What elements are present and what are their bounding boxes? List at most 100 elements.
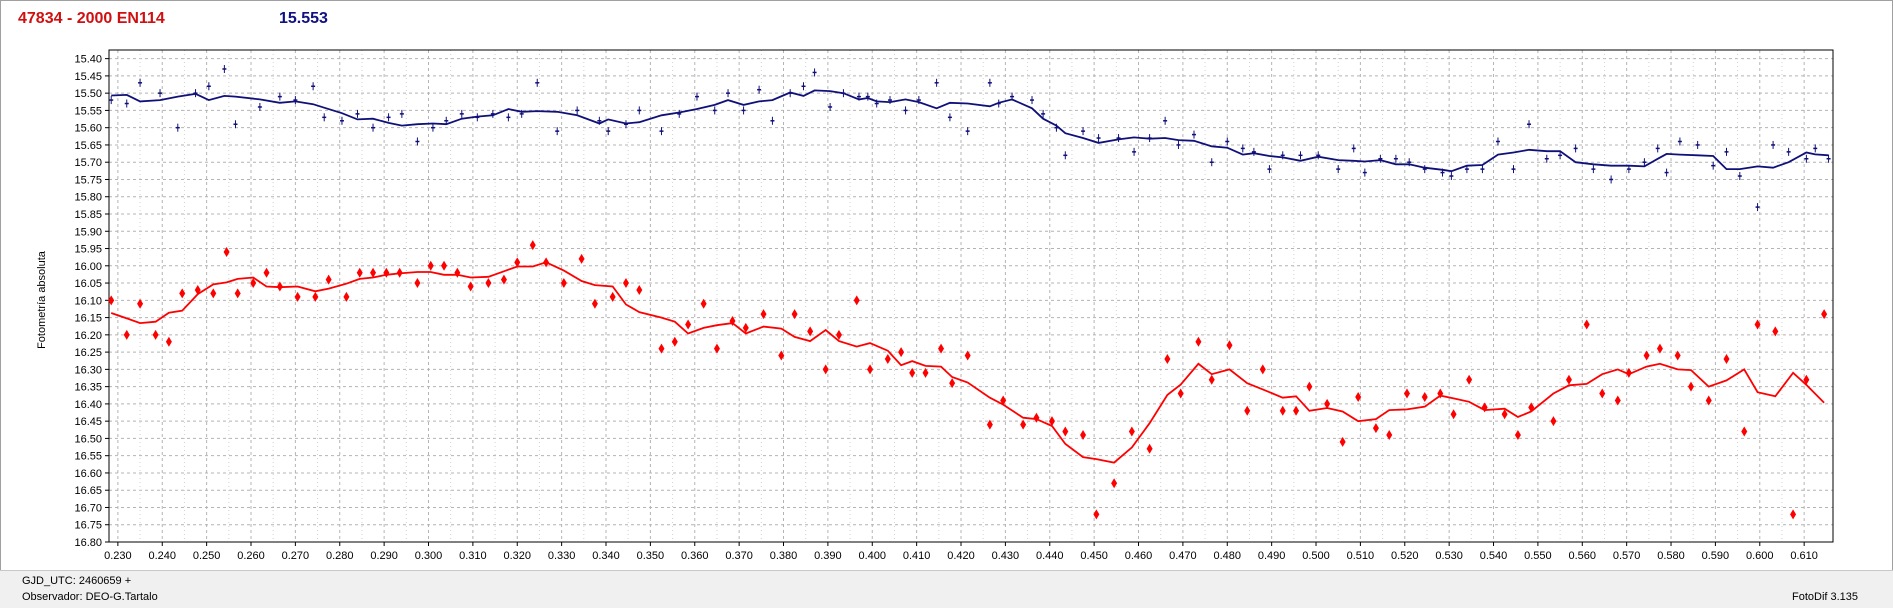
series-1-point <box>1450 409 1457 420</box>
series-1-point <box>500 274 507 285</box>
series-1-point <box>1421 391 1428 402</box>
series-1-point <box>658 343 665 354</box>
series-1-point <box>137 298 144 309</box>
series-1-point <box>454 267 461 278</box>
series-1-point <box>1687 381 1694 392</box>
x-tick-label: 0.520 <box>1391 550 1419 560</box>
series-0-point <box>1191 130 1196 139</box>
series-0-point <box>770 116 775 125</box>
series-1-point <box>1614 395 1621 406</box>
y-tick-label: 16.65 <box>74 485 102 497</box>
series-0-point <box>1544 154 1549 163</box>
x-tick-label: 0.330 <box>548 550 576 560</box>
series-1-point <box>949 378 956 389</box>
series-0-point <box>1063 151 1068 160</box>
series-0-point <box>399 109 404 118</box>
series-1-point <box>1244 405 1251 416</box>
series-1-point <box>1339 436 1346 447</box>
series-1-point <box>276 281 283 292</box>
series-0-point <box>965 127 970 136</box>
series-1-point <box>1754 319 1761 330</box>
series-1-point <box>514 257 521 268</box>
x-tick-label: 0.320 <box>503 550 531 560</box>
series-0-point <box>257 102 262 111</box>
series-0-point <box>712 106 717 115</box>
plot-area <box>109 50 1833 542</box>
series-0-point <box>459 109 464 118</box>
y-tick-label: 16.75 <box>74 520 102 532</box>
series-0-point <box>623 120 628 129</box>
series-0-point <box>934 78 939 87</box>
series-1-point <box>591 298 598 309</box>
plot-border <box>108 49 1834 543</box>
series-1-point <box>312 291 319 302</box>
x-tick-label: 0.510 <box>1347 550 1375 560</box>
series-0-trend-line <box>111 89 1829 173</box>
series-0-point <box>1440 168 1445 177</box>
series-1-point <box>1674 350 1681 361</box>
series-0-point <box>555 127 560 136</box>
series-1-point <box>578 253 585 264</box>
series-0-point <box>1393 154 1398 163</box>
series-1-point <box>778 350 785 361</box>
series-0-point <box>741 106 746 115</box>
series-1-point <box>1705 395 1712 406</box>
series-0-point <box>1081 127 1086 136</box>
series-0-point <box>1724 147 1729 156</box>
series-1-point <box>179 288 186 299</box>
series-0-point <box>1147 134 1152 143</box>
series-1-point <box>867 364 874 375</box>
series-0-point <box>1480 165 1485 174</box>
series-0-point <box>1280 151 1285 160</box>
y-tick-label: 16.80 <box>74 537 102 549</box>
series-1-point <box>609 291 616 302</box>
series-1-point <box>938 343 945 354</box>
series-0-point <box>726 89 731 98</box>
y-tick-label: 15.55 <box>74 105 102 117</box>
series-0-point <box>637 106 642 115</box>
series-0-point <box>1711 161 1716 170</box>
series-1-point <box>1146 443 1153 454</box>
y-tick-label: 15.50 <box>74 88 102 100</box>
series-1-point <box>1741 426 1748 437</box>
y-tick-label: 15.95 <box>74 244 102 256</box>
series-0-point <box>1251 147 1256 156</box>
series-1-point <box>1208 374 1215 385</box>
series-0-point <box>788 89 793 98</box>
y-tick-label: 16.50 <box>74 433 102 445</box>
y-tick-label: 16.05 <box>74 278 102 290</box>
series-1-point <box>165 336 172 347</box>
series-0-point <box>1771 140 1776 149</box>
series-1-point <box>835 329 842 340</box>
x-tick-label: 0.470 <box>1169 550 1197 560</box>
series-0-point <box>1351 144 1356 153</box>
series-0-point <box>277 92 282 101</box>
series-1-point <box>1062 426 1069 437</box>
y-tick-label: 16.25 <box>74 347 102 359</box>
photometry-chart: 15.40 15.45 15.50 15.55 15.60 15.65 15.70 15.75… <box>74 49 1834 560</box>
x-tick-label: 0.370 <box>725 550 753 560</box>
series-0-point <box>109 96 114 105</box>
series-0-point <box>1209 158 1214 167</box>
series-0-point <box>1558 151 1563 160</box>
x-tick-label: 0.590 <box>1702 550 1730 560</box>
series-1-point <box>356 267 363 278</box>
x-tick-label: 0.490 <box>1258 550 1286 560</box>
series-1-point <box>1550 416 1557 427</box>
series-0-point <box>1655 144 1660 153</box>
series-1-point <box>1501 409 1508 420</box>
series-1-point <box>543 257 550 268</box>
series-1-point <box>1656 343 1663 354</box>
gjd-label: GJD_UTC: 2460659 + <box>22 575 132 587</box>
status-footer: GJD_UTC: 2460659 + Observador: DEO-G.Tar… <box>0 570 1893 608</box>
series-1-point <box>822 364 829 375</box>
series-0-point <box>1511 165 1516 174</box>
series-1-point <box>1565 374 1572 385</box>
series-0-point <box>677 109 682 118</box>
x-tick-label: 0.570 <box>1613 550 1641 560</box>
series-0-point <box>801 82 806 91</box>
series-0-point <box>659 127 664 136</box>
y-tick-label: 16.10 <box>74 295 102 307</box>
x-tick-label: 0.430 <box>992 550 1020 560</box>
series-0-point <box>1664 168 1669 177</box>
